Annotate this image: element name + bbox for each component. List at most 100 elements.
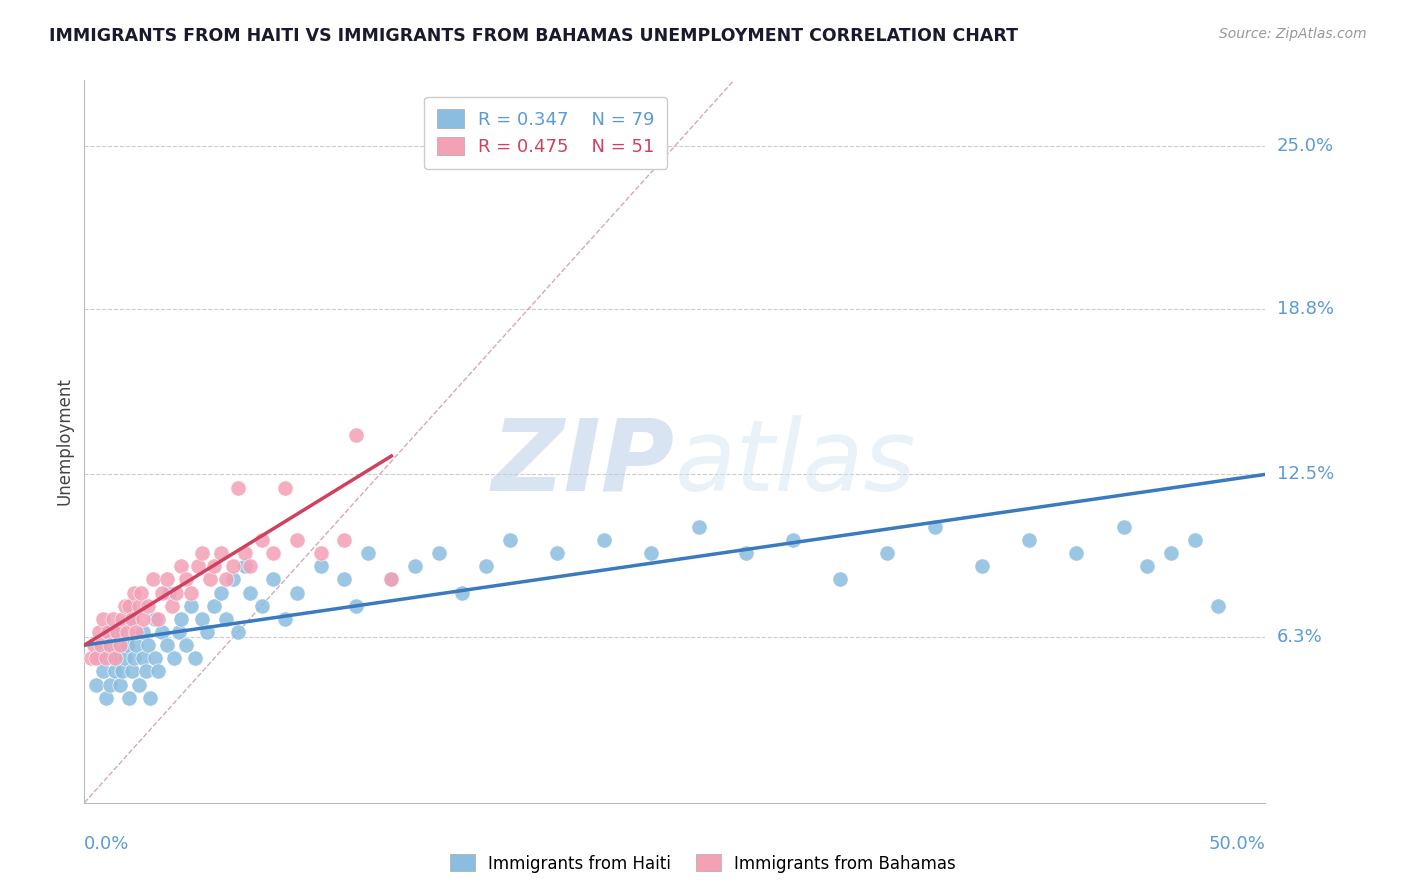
Point — [1160, 546, 1182, 560]
Point — [215, 612, 238, 626]
Point — [274, 481, 297, 495]
Point — [108, 677, 131, 691]
Point — [1206, 599, 1229, 613]
Point — [222, 559, 245, 574]
Point — [136, 638, 159, 652]
Point — [108, 638, 131, 652]
Text: 25.0%: 25.0% — [1277, 137, 1334, 155]
Point — [135, 665, 157, 679]
Point — [150, 625, 173, 640]
Point — [101, 612, 124, 626]
Point — [114, 599, 136, 613]
Point — [132, 651, 155, 665]
Point — [118, 690, 141, 705]
Point — [118, 599, 141, 613]
Point — [84, 677, 107, 691]
Point — [191, 546, 214, 560]
Point — [121, 665, 143, 679]
Point — [924, 520, 946, 534]
Point — [157, 585, 180, 599]
Point — [90, 638, 112, 652]
Point — [170, 559, 193, 574]
Point — [101, 651, 124, 665]
Point — [498, 533, 520, 547]
Point — [163, 651, 186, 665]
Point — [90, 651, 112, 665]
Point — [128, 677, 150, 691]
Point — [139, 690, 162, 705]
Point — [250, 599, 273, 613]
Point — [215, 573, 238, 587]
Text: 18.8%: 18.8% — [1277, 300, 1333, 318]
Point — [180, 585, 202, 599]
Point — [143, 651, 166, 665]
Point — [184, 651, 207, 665]
Point — [160, 599, 183, 613]
Point — [1184, 533, 1206, 547]
Point — [285, 585, 308, 599]
Point — [593, 533, 616, 547]
Point — [226, 481, 249, 495]
Point — [122, 651, 145, 665]
Point — [98, 677, 121, 691]
Point — [380, 573, 402, 587]
Point — [333, 573, 356, 587]
Point — [195, 625, 218, 640]
Text: Source: ZipAtlas.com: Source: ZipAtlas.com — [1219, 27, 1367, 41]
Point — [1066, 546, 1088, 560]
Point — [122, 585, 145, 599]
Point — [344, 599, 367, 613]
Point — [274, 612, 297, 626]
Point — [970, 559, 993, 574]
Point — [132, 625, 155, 640]
Point — [198, 573, 221, 587]
Point — [239, 559, 262, 574]
Point — [107, 625, 129, 640]
Point — [167, 625, 190, 640]
Point — [142, 573, 165, 587]
Point — [233, 546, 256, 560]
Point — [128, 599, 150, 613]
Point — [333, 533, 356, 547]
Point — [546, 546, 568, 560]
Legend: Immigrants from Haiti, Immigrants from Bahamas: Immigrants from Haiti, Immigrants from B… — [443, 847, 963, 880]
Point — [83, 638, 105, 652]
Point — [782, 533, 804, 547]
Point — [285, 533, 308, 547]
Point — [233, 559, 256, 574]
Point — [156, 638, 179, 652]
Point — [87, 625, 110, 640]
Point — [111, 612, 134, 626]
Point — [191, 612, 214, 626]
Point — [309, 546, 332, 560]
Point — [209, 585, 232, 599]
Point — [174, 573, 197, 587]
Point — [451, 585, 474, 599]
Point — [688, 520, 710, 534]
Point — [80, 651, 103, 665]
Legend: R = 0.347    N = 79, R = 0.475    N = 51: R = 0.347 N = 79, R = 0.475 N = 51 — [425, 96, 668, 169]
Point — [209, 546, 232, 560]
Point — [830, 573, 852, 587]
Point — [202, 599, 225, 613]
Point — [174, 638, 197, 652]
Point — [136, 599, 159, 613]
Point — [202, 559, 225, 574]
Point — [150, 585, 173, 599]
Point — [121, 612, 143, 626]
Text: atlas: atlas — [675, 415, 917, 512]
Point — [108, 625, 131, 640]
Point — [380, 573, 402, 587]
Point — [1018, 533, 1040, 547]
Point — [91, 665, 114, 679]
Point — [143, 612, 166, 626]
Point — [129, 585, 152, 599]
Point — [250, 533, 273, 547]
Point — [114, 651, 136, 665]
Text: ZIP: ZIP — [492, 415, 675, 512]
Point — [404, 559, 426, 574]
Point — [170, 612, 193, 626]
Point — [91, 612, 114, 626]
Point — [98, 638, 121, 652]
Text: 6.3%: 6.3% — [1277, 628, 1322, 647]
